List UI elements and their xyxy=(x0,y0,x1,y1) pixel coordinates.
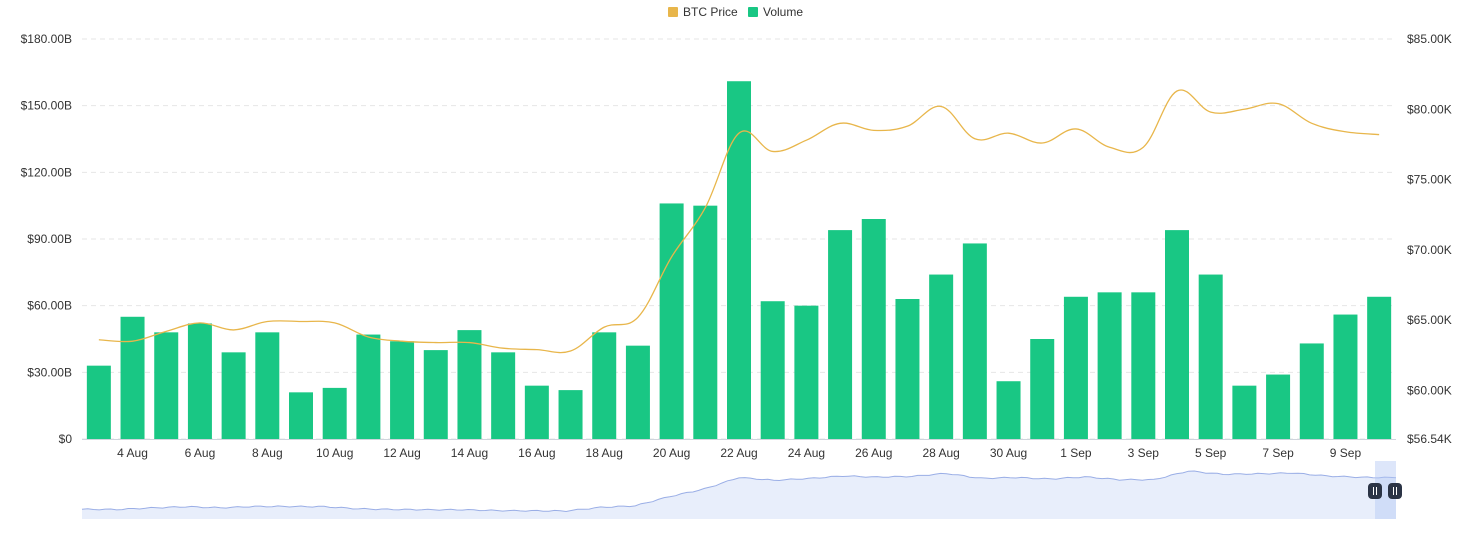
navigator-handle-body xyxy=(1368,483,1382,499)
volume-bar[interactable] xyxy=(221,352,246,439)
x-tick-label: 26 Aug xyxy=(855,446,892,460)
y-left-tick-label: $30.00B xyxy=(27,365,72,379)
volume-bar[interactable] xyxy=(1097,292,1122,439)
y-axis-right: $56.54K $60.00K $65.00K $70.00K $75.00K $80.0… xyxy=(1407,32,1452,446)
volume-bar[interactable] xyxy=(255,332,280,439)
y-left-tick-label: $90.00B xyxy=(27,232,72,246)
volume-bar[interactable] xyxy=(659,203,684,439)
x-tick-label: 18 Aug xyxy=(586,446,623,460)
y-right-tick-label: $80.00K xyxy=(1407,102,1452,116)
volume-bar[interactable] xyxy=(289,392,313,439)
x-tick-label: 20 Aug xyxy=(653,446,690,460)
y-right-tick-label: $85.00K xyxy=(1407,32,1452,46)
navigator-area xyxy=(82,471,1396,519)
y-left-tick-label: $180.00B xyxy=(21,32,72,46)
volume-bar[interactable] xyxy=(187,323,212,439)
volume-bar[interactable] xyxy=(1165,230,1189,439)
navigator-handle[interactable] xyxy=(1388,483,1402,499)
y-right-tick-label: $70.00K xyxy=(1407,243,1452,257)
navigator-line xyxy=(81,470,1397,513)
volume-bars xyxy=(86,81,1392,439)
x-tick-label: 10 Aug xyxy=(316,446,353,460)
volume-bar[interactable] xyxy=(760,301,785,439)
navigator-handle-body xyxy=(1388,483,1402,499)
x-tick-label: 1 Sep xyxy=(1060,446,1092,460)
y-left-tick-label: $60.00B xyxy=(27,299,72,313)
volume-bar[interactable] xyxy=(794,305,819,439)
volume-bar[interactable] xyxy=(895,299,920,439)
x-tick-label: 30 Aug xyxy=(990,446,1027,460)
x-tick-label: 7 Sep xyxy=(1262,446,1294,460)
volume-bar[interactable] xyxy=(1299,343,1324,439)
navigator-selection[interactable] xyxy=(1375,461,1396,519)
volume-bar[interactable] xyxy=(727,81,751,439)
navigator-handle[interactable] xyxy=(1368,483,1382,499)
x-tick-label: 8 Aug xyxy=(252,446,283,460)
x-tick-label: 5 Sep xyxy=(1195,446,1227,460)
y-left-tick-label: $120.00B xyxy=(21,165,72,179)
volume-bar[interactable] xyxy=(1367,296,1392,439)
volume-bar[interactable] xyxy=(828,230,853,439)
y-right-tick-label: $75.00K xyxy=(1407,173,1452,187)
volume-bar[interactable] xyxy=(524,385,549,439)
x-tick-label: 22 Aug xyxy=(720,446,757,460)
x-tick-label: 6 Aug xyxy=(185,446,216,460)
volume-bar[interactable] xyxy=(625,345,650,439)
x-tick-label: 9 Sep xyxy=(1330,446,1362,460)
volume-bar[interactable] xyxy=(1198,274,1223,439)
x-tick-label: 4 Aug xyxy=(117,446,148,460)
volume-bar[interactable] xyxy=(322,387,347,439)
x-tick-label: 28 Aug xyxy=(922,446,959,460)
volume-bar[interactable] xyxy=(1030,339,1055,439)
volume-bar[interactable] xyxy=(962,243,987,439)
legend: BTC Price Volume xyxy=(668,5,803,19)
volume-bar[interactable] xyxy=(592,332,617,439)
volume-bar[interactable] xyxy=(491,352,516,439)
legend-swatch xyxy=(668,7,678,17)
y-right-tick-label: $60.00K xyxy=(1407,383,1452,397)
x-tick-label: 3 Sep xyxy=(1128,446,1160,460)
volume-bar[interactable] xyxy=(1063,296,1088,439)
x-tick-label: 14 Aug xyxy=(451,446,488,460)
volume-bar[interactable] xyxy=(1232,385,1257,439)
volume-bar[interactable] xyxy=(423,350,448,439)
volume-bar[interactable] xyxy=(457,330,482,439)
x-tick-label: 12 Aug xyxy=(383,446,420,460)
legend-item-btc-price[interactable]: BTC Price xyxy=(668,5,738,19)
volume-bar[interactable] xyxy=(1266,374,1291,439)
y-right-tick-label: $65.00K xyxy=(1407,313,1452,327)
x-tick-label: 16 Aug xyxy=(518,446,555,460)
volume-bar[interactable] xyxy=(929,274,954,439)
volume-bar[interactable] xyxy=(861,219,886,439)
volume-bar[interactable] xyxy=(356,334,381,439)
volume-bar[interactable] xyxy=(558,390,583,439)
volume-bar[interactable] xyxy=(120,316,145,439)
legend-label: Volume xyxy=(763,5,803,19)
y-left-tick-label: $0 xyxy=(59,432,73,446)
volume-bar[interactable] xyxy=(390,341,415,439)
y-axis-left: $0 $30.00B $60.00B $90.00B $120.00B $150.00B $… xyxy=(21,32,73,446)
y-left-tick-label: $150.00B xyxy=(21,99,72,113)
volume-bar[interactable] xyxy=(86,365,111,439)
volume-bar[interactable] xyxy=(693,205,718,439)
x-tick-label: 24 Aug xyxy=(788,446,825,460)
legend-swatch xyxy=(748,7,758,17)
price-line-group xyxy=(98,89,1380,354)
legend-label: BTC Price xyxy=(683,5,738,19)
volume-bar[interactable] xyxy=(1131,292,1156,439)
x-axis: 4 Aug 6 Aug 8 Aug 10 Aug 12 Aug 14 Aug 16 Aug 1… xyxy=(117,446,1361,460)
volume-bar[interactable] xyxy=(996,381,1021,439)
btc-price-line[interactable] xyxy=(98,89,1380,354)
legend-item-volume[interactable]: Volume xyxy=(748,5,803,19)
navigator[interactable] xyxy=(81,461,1402,519)
y-right-tick-label: $56.54K xyxy=(1407,432,1452,446)
volume-bar[interactable] xyxy=(1333,314,1358,439)
volume-bar[interactable] xyxy=(154,332,179,439)
